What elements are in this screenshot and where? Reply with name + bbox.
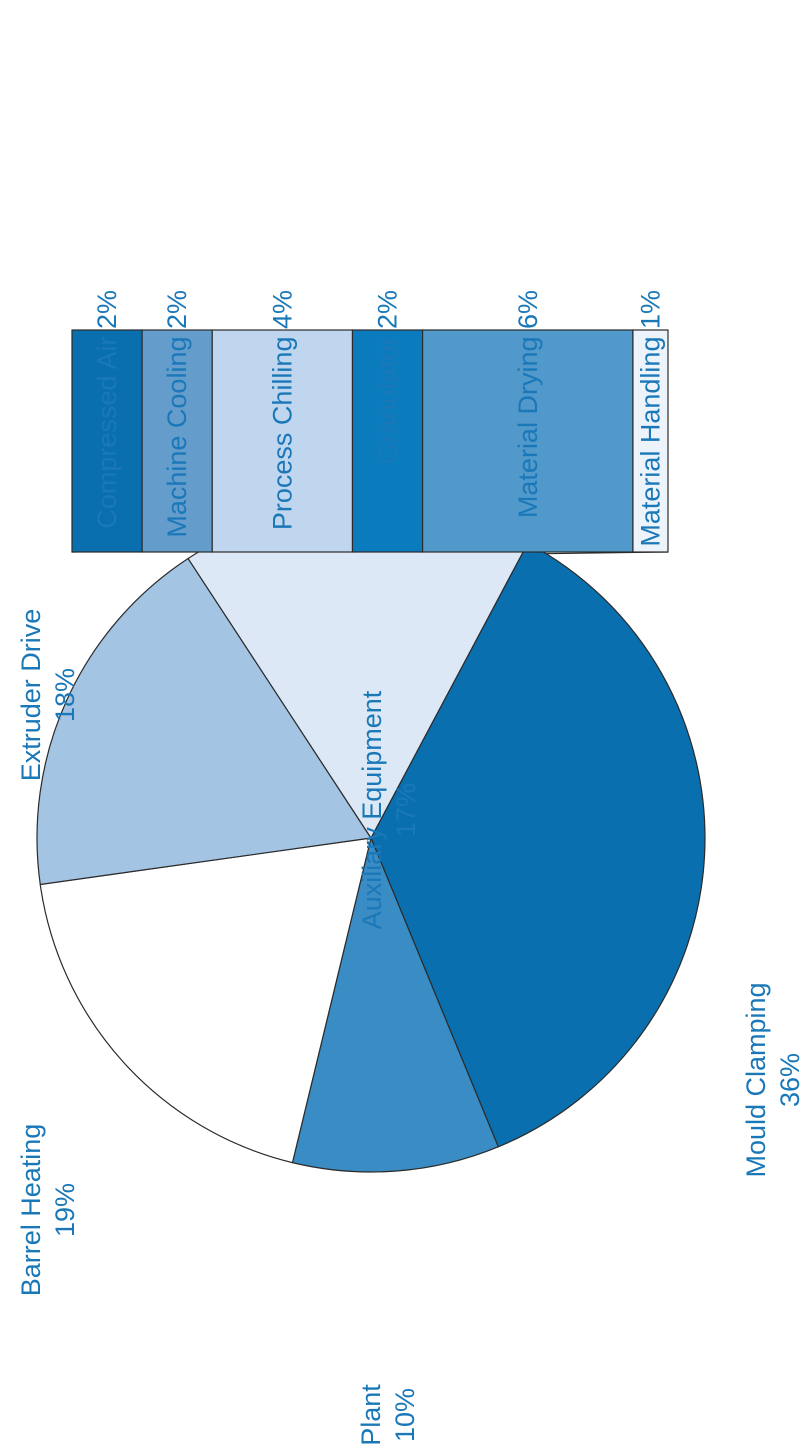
- bar-label-material-drying: Material Drying 6%: [513, 290, 543, 518]
- labels: Mould Clamping 36% Plant 10% Barrel Heating 1…: [16, 290, 805, 1446]
- bar-label-granulator: Granulator 2%: [373, 290, 403, 464]
- bar-label-material-handling: Material Handling 1%: [635, 290, 665, 547]
- bar-segment-process-chilling: [211, 329, 354, 553]
- bar-label-process-chilling: Process Chilling 4%: [267, 290, 297, 530]
- slice-label-barrel-heating: Barrel Heating 19%: [16, 1124, 80, 1297]
- pie-slice-plant: [291, 836, 500, 1173]
- pie-slice-extruder-drive: [36, 557, 373, 886]
- bar-segment-material-handling: [632, 329, 669, 553]
- slice-label-auxiliary-equipment: Auxiliary Equipment 17%: [357, 690, 421, 929]
- slice-label-mould-clamping: Mould Clamping 36%: [741, 982, 805, 1177]
- slice-label-plant: Plant 10%: [356, 1384, 420, 1446]
- bar-segment-material-drying: [421, 329, 634, 553]
- slice-label-extruder-drive: Extruder Drive 18%: [16, 609, 80, 782]
- bar-label-machine-cooling: Machine Cooling 2%: [162, 290, 192, 538]
- pie-slice-barrel-heating: [39, 837, 372, 1164]
- bar-segment-granulator: [351, 329, 424, 553]
- pie-slice-mould-clamping: [370, 542, 706, 1148]
- breakdown-bar: [71, 329, 669, 553]
- bar-segment-compressed-air: [71, 329, 143, 553]
- bar-segment-machine-cooling: [141, 329, 213, 553]
- bar-label-compressed-air: Compressed Air 2%: [92, 290, 122, 529]
